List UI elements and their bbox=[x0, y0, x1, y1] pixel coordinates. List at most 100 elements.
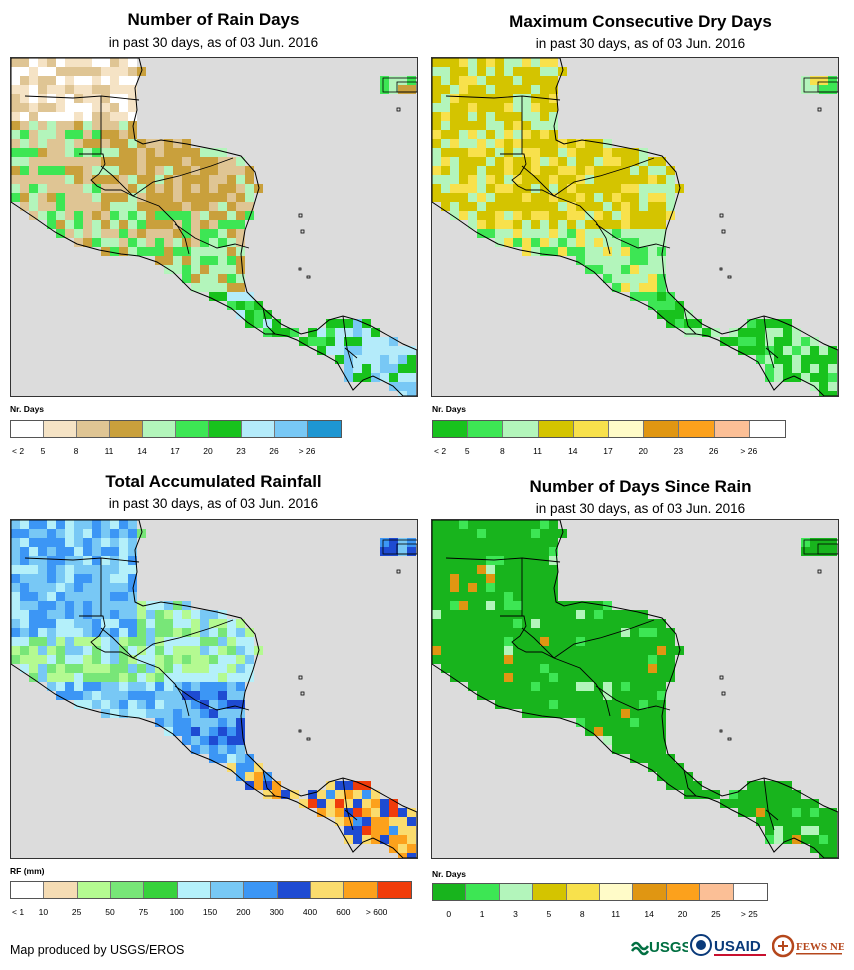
grid-cell bbox=[92, 220, 101, 229]
grid-cell bbox=[513, 682, 522, 691]
grid-cell bbox=[92, 67, 101, 76]
grid-cell bbox=[38, 139, 47, 148]
map-days-since-rain[interactable] bbox=[431, 519, 839, 859]
grid-cell bbox=[254, 763, 263, 772]
grid-cell bbox=[468, 67, 477, 76]
grid-cell bbox=[29, 556, 38, 565]
grid-cell bbox=[648, 301, 657, 310]
grid-cell bbox=[765, 790, 774, 799]
grid-cell bbox=[441, 628, 450, 637]
grid-cell bbox=[236, 229, 245, 238]
island-outline bbox=[727, 275, 732, 279]
grid-cell bbox=[495, 184, 504, 193]
map-rain-days[interactable] bbox=[10, 57, 418, 397]
grid-cell bbox=[612, 637, 621, 646]
grid-cell bbox=[65, 529, 74, 538]
grid-cell bbox=[83, 637, 92, 646]
grid-cell bbox=[65, 220, 74, 229]
grid-cell bbox=[522, 166, 531, 175]
grid-cell bbox=[648, 283, 657, 292]
grid-cell bbox=[441, 202, 450, 211]
country-border bbox=[132, 619, 234, 659]
grid-cell bbox=[459, 130, 468, 139]
grid-cell bbox=[182, 247, 191, 256]
grid-cell bbox=[11, 76, 20, 85]
grid-cell bbox=[110, 67, 119, 76]
grid-cell bbox=[335, 808, 344, 817]
grid-cell bbox=[567, 229, 576, 238]
grid-cell bbox=[540, 85, 549, 94]
grid-cell bbox=[128, 610, 137, 619]
grid-cell bbox=[65, 202, 74, 211]
grid-cell bbox=[738, 808, 747, 817]
grid-cell bbox=[218, 274, 227, 283]
grid-cell bbox=[47, 139, 56, 148]
grid-cell bbox=[101, 238, 110, 247]
grid-cell bbox=[227, 274, 236, 283]
grid-cell bbox=[236, 193, 245, 202]
country-border bbox=[763, 777, 775, 831]
grid-cell bbox=[146, 637, 155, 646]
grid-cell bbox=[495, 646, 504, 655]
grid-cell bbox=[504, 637, 513, 646]
grid-cell bbox=[459, 664, 468, 673]
grid-cell bbox=[540, 628, 549, 637]
grid-cell bbox=[101, 700, 110, 709]
grid-cell bbox=[227, 628, 236, 637]
grid-cell bbox=[477, 664, 486, 673]
grid-cell bbox=[477, 583, 486, 592]
grid-cell bbox=[720, 799, 729, 808]
grid-cell bbox=[209, 664, 218, 673]
grid-cell bbox=[567, 682, 576, 691]
grid-cell bbox=[567, 673, 576, 682]
grid-cell bbox=[74, 547, 83, 556]
grid-cell bbox=[783, 817, 792, 826]
grid-cell bbox=[450, 157, 459, 166]
grid-cell bbox=[371, 364, 380, 373]
grid-cell bbox=[567, 664, 576, 673]
grid-cell bbox=[29, 130, 38, 139]
grid-cell bbox=[441, 655, 450, 664]
grid-cell bbox=[407, 346, 416, 355]
grid-cell bbox=[747, 337, 756, 346]
grid-cell bbox=[504, 202, 513, 211]
island-outline bbox=[396, 543, 417, 555]
grid-cell bbox=[612, 619, 621, 628]
grid-cell bbox=[191, 202, 200, 211]
grid-cell bbox=[531, 157, 540, 166]
grid-cell bbox=[146, 247, 155, 256]
grid-cell bbox=[828, 808, 837, 817]
grid-cell bbox=[227, 211, 236, 220]
grid-cell bbox=[765, 319, 774, 328]
grid-cell bbox=[540, 121, 549, 130]
grid-cell bbox=[459, 583, 468, 592]
grid-cell bbox=[110, 664, 119, 673]
grid-cell bbox=[128, 538, 137, 547]
grid-cell bbox=[407, 85, 416, 94]
grid-cell bbox=[371, 328, 380, 337]
country-border bbox=[521, 95, 561, 101]
grid-cell bbox=[236, 673, 245, 682]
grid-cell bbox=[29, 184, 38, 193]
grid-cell bbox=[11, 184, 20, 193]
grid-cell bbox=[191, 247, 200, 256]
grid-cell bbox=[128, 520, 137, 529]
map-dry-days[interactable] bbox=[431, 57, 839, 397]
legend-colorbar bbox=[432, 420, 786, 438]
grid-cell bbox=[522, 655, 531, 664]
map-rainfall[interactable] bbox=[10, 519, 418, 859]
grid-cell bbox=[47, 655, 56, 664]
grid-cell bbox=[362, 346, 371, 355]
grid-cell bbox=[20, 610, 29, 619]
grid-cell bbox=[576, 139, 585, 148]
grid-cell bbox=[56, 121, 65, 130]
grid-cell bbox=[74, 691, 83, 700]
grid-cell bbox=[504, 529, 513, 538]
grid-cell bbox=[576, 601, 585, 610]
grid-cell bbox=[549, 139, 558, 148]
grid-cell bbox=[441, 94, 450, 103]
grid-cell bbox=[128, 565, 137, 574]
grid-cell bbox=[173, 211, 182, 220]
grid-cell bbox=[245, 763, 254, 772]
grid-cell bbox=[531, 175, 540, 184]
